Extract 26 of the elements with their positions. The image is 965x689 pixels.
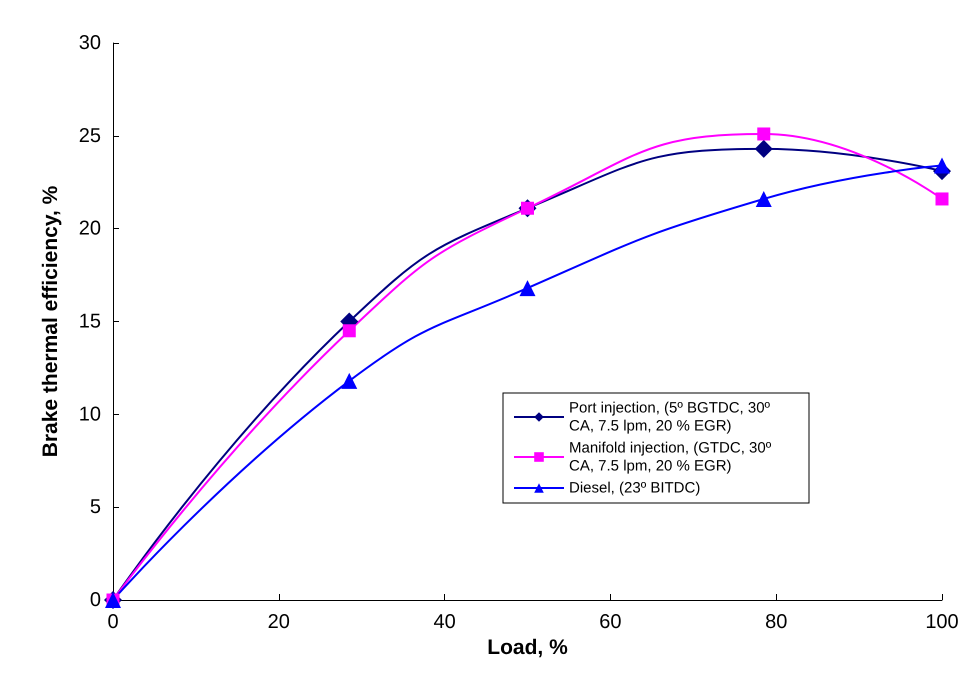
point (757, 127, 770, 140)
x-tick-label: 100 (925, 611, 959, 633)
point (756, 190, 772, 207)
legend-label: Diesel, (23º BITDC) (569, 480, 700, 496)
x-tick-label: 20 (268, 611, 290, 633)
y-tick-label: 25 (78, 124, 101, 147)
x-tick-label: 0 (107, 611, 119, 633)
x-tick-label: 60 (599, 611, 622, 633)
y-tick-label: 15 (78, 310, 101, 332)
x-axis-title: Load, % (487, 636, 568, 659)
y-tick-label: 20 (78, 218, 101, 240)
legend-label: Port injection, (5º BGTDC, 30º CA, 7.5 lpm, 20 % EGR) (569, 400, 774, 434)
legend-label: Manifold injection, (GTDC, 30º CA, 7.5 lpm, 20 % EGR) (569, 440, 776, 474)
y-axis-title: Brake thermal efficiency, % (39, 185, 62, 458)
x-tick-label: 80 (765, 611, 788, 633)
point (936, 192, 948, 206)
y-tick-label: 10 (78, 403, 101, 426)
point (754, 140, 773, 158)
point (341, 372, 358, 389)
point (520, 280, 536, 296)
x-tick-label: 40 (433, 611, 456, 633)
y-tick-label: 5 (90, 496, 101, 518)
y-tick-label: 30 (78, 32, 101, 54)
point (934, 158, 950, 174)
y-tick-label: 0 (90, 589, 101, 611)
point (342, 324, 356, 338)
